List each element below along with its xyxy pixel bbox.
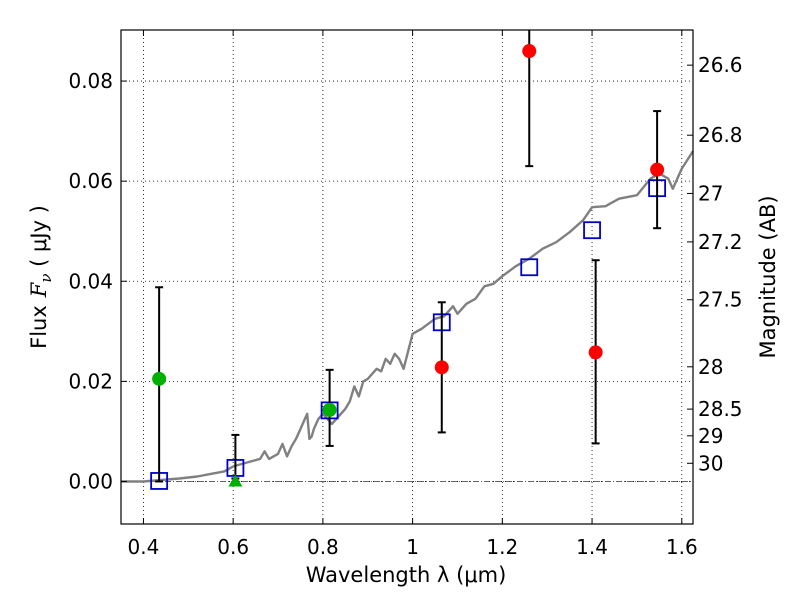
y-axis-label: Flux Fν ( μJy ) (27, 205, 55, 349)
plot-area (121, 30, 695, 490)
plot-frame (120, 29, 694, 525)
y2-tick-label: 26.8 (698, 123, 743, 147)
x-axis-label: Wavelength λ (μm) (306, 563, 507, 587)
limit-point (228, 474, 243, 487)
x-tick-label: 1.2 (486, 535, 518, 559)
data-point (650, 162, 665, 177)
y-axis-label-symbol: F (27, 281, 51, 298)
x-tick-label: 1.6 (666, 535, 698, 559)
data-point (588, 345, 603, 360)
x-axis: 0.4 0.6 0.8 1 1.2 1.4 1.6 (128, 30, 698, 559)
y2-tick-label: 30 (698, 451, 723, 475)
y-tick-label: 0.06 (68, 169, 113, 193)
data-point (322, 402, 337, 417)
x-tick-label: 1 (406, 535, 419, 559)
data-point (152, 371, 167, 386)
y-axis: 0.00 0.02 0.04 0.06 0.08 (68, 69, 127, 493)
y-axis-label-prefix: Flux (27, 305, 51, 349)
y2-axis: 26.6 26.8 27 27.2 27.5 28 28.5 29 30 (687, 53, 743, 475)
x-tick-label: 0.4 (128, 535, 160, 559)
model-point (583, 221, 601, 240)
data-point (434, 360, 449, 375)
y-axis-label-units: ( μJy ) (27, 205, 51, 273)
y-tick-label: 0.08 (68, 69, 113, 93)
x-tick-label: 0.8 (307, 535, 339, 559)
y-axis-label-sub: ν (37, 274, 55, 283)
y2-tick-label: 28.5 (698, 397, 743, 421)
spectrum-line (121, 150, 695, 483)
model-point (520, 258, 539, 277)
y-tick-label: 0.02 (68, 369, 113, 393)
y2-tick-label: 28 (698, 355, 723, 379)
data-point (522, 44, 537, 59)
x-tick-label: 1.4 (576, 535, 608, 559)
x-tick-label: 0.6 (217, 535, 249, 559)
y2-tick-label: 27.5 (698, 288, 743, 312)
y2-tick-label: 27.2 (698, 230, 743, 254)
y-tick-label: 0.04 (68, 269, 113, 293)
y2-tick-label: 29 (698, 424, 723, 448)
y2-tick-label: 27 (698, 181, 723, 205)
y-tick-label: 0.00 (68, 469, 113, 493)
y2-tick-label: 26.6 (698, 53, 743, 77)
y2-axis-label: Magnitude (AB) (756, 195, 780, 358)
